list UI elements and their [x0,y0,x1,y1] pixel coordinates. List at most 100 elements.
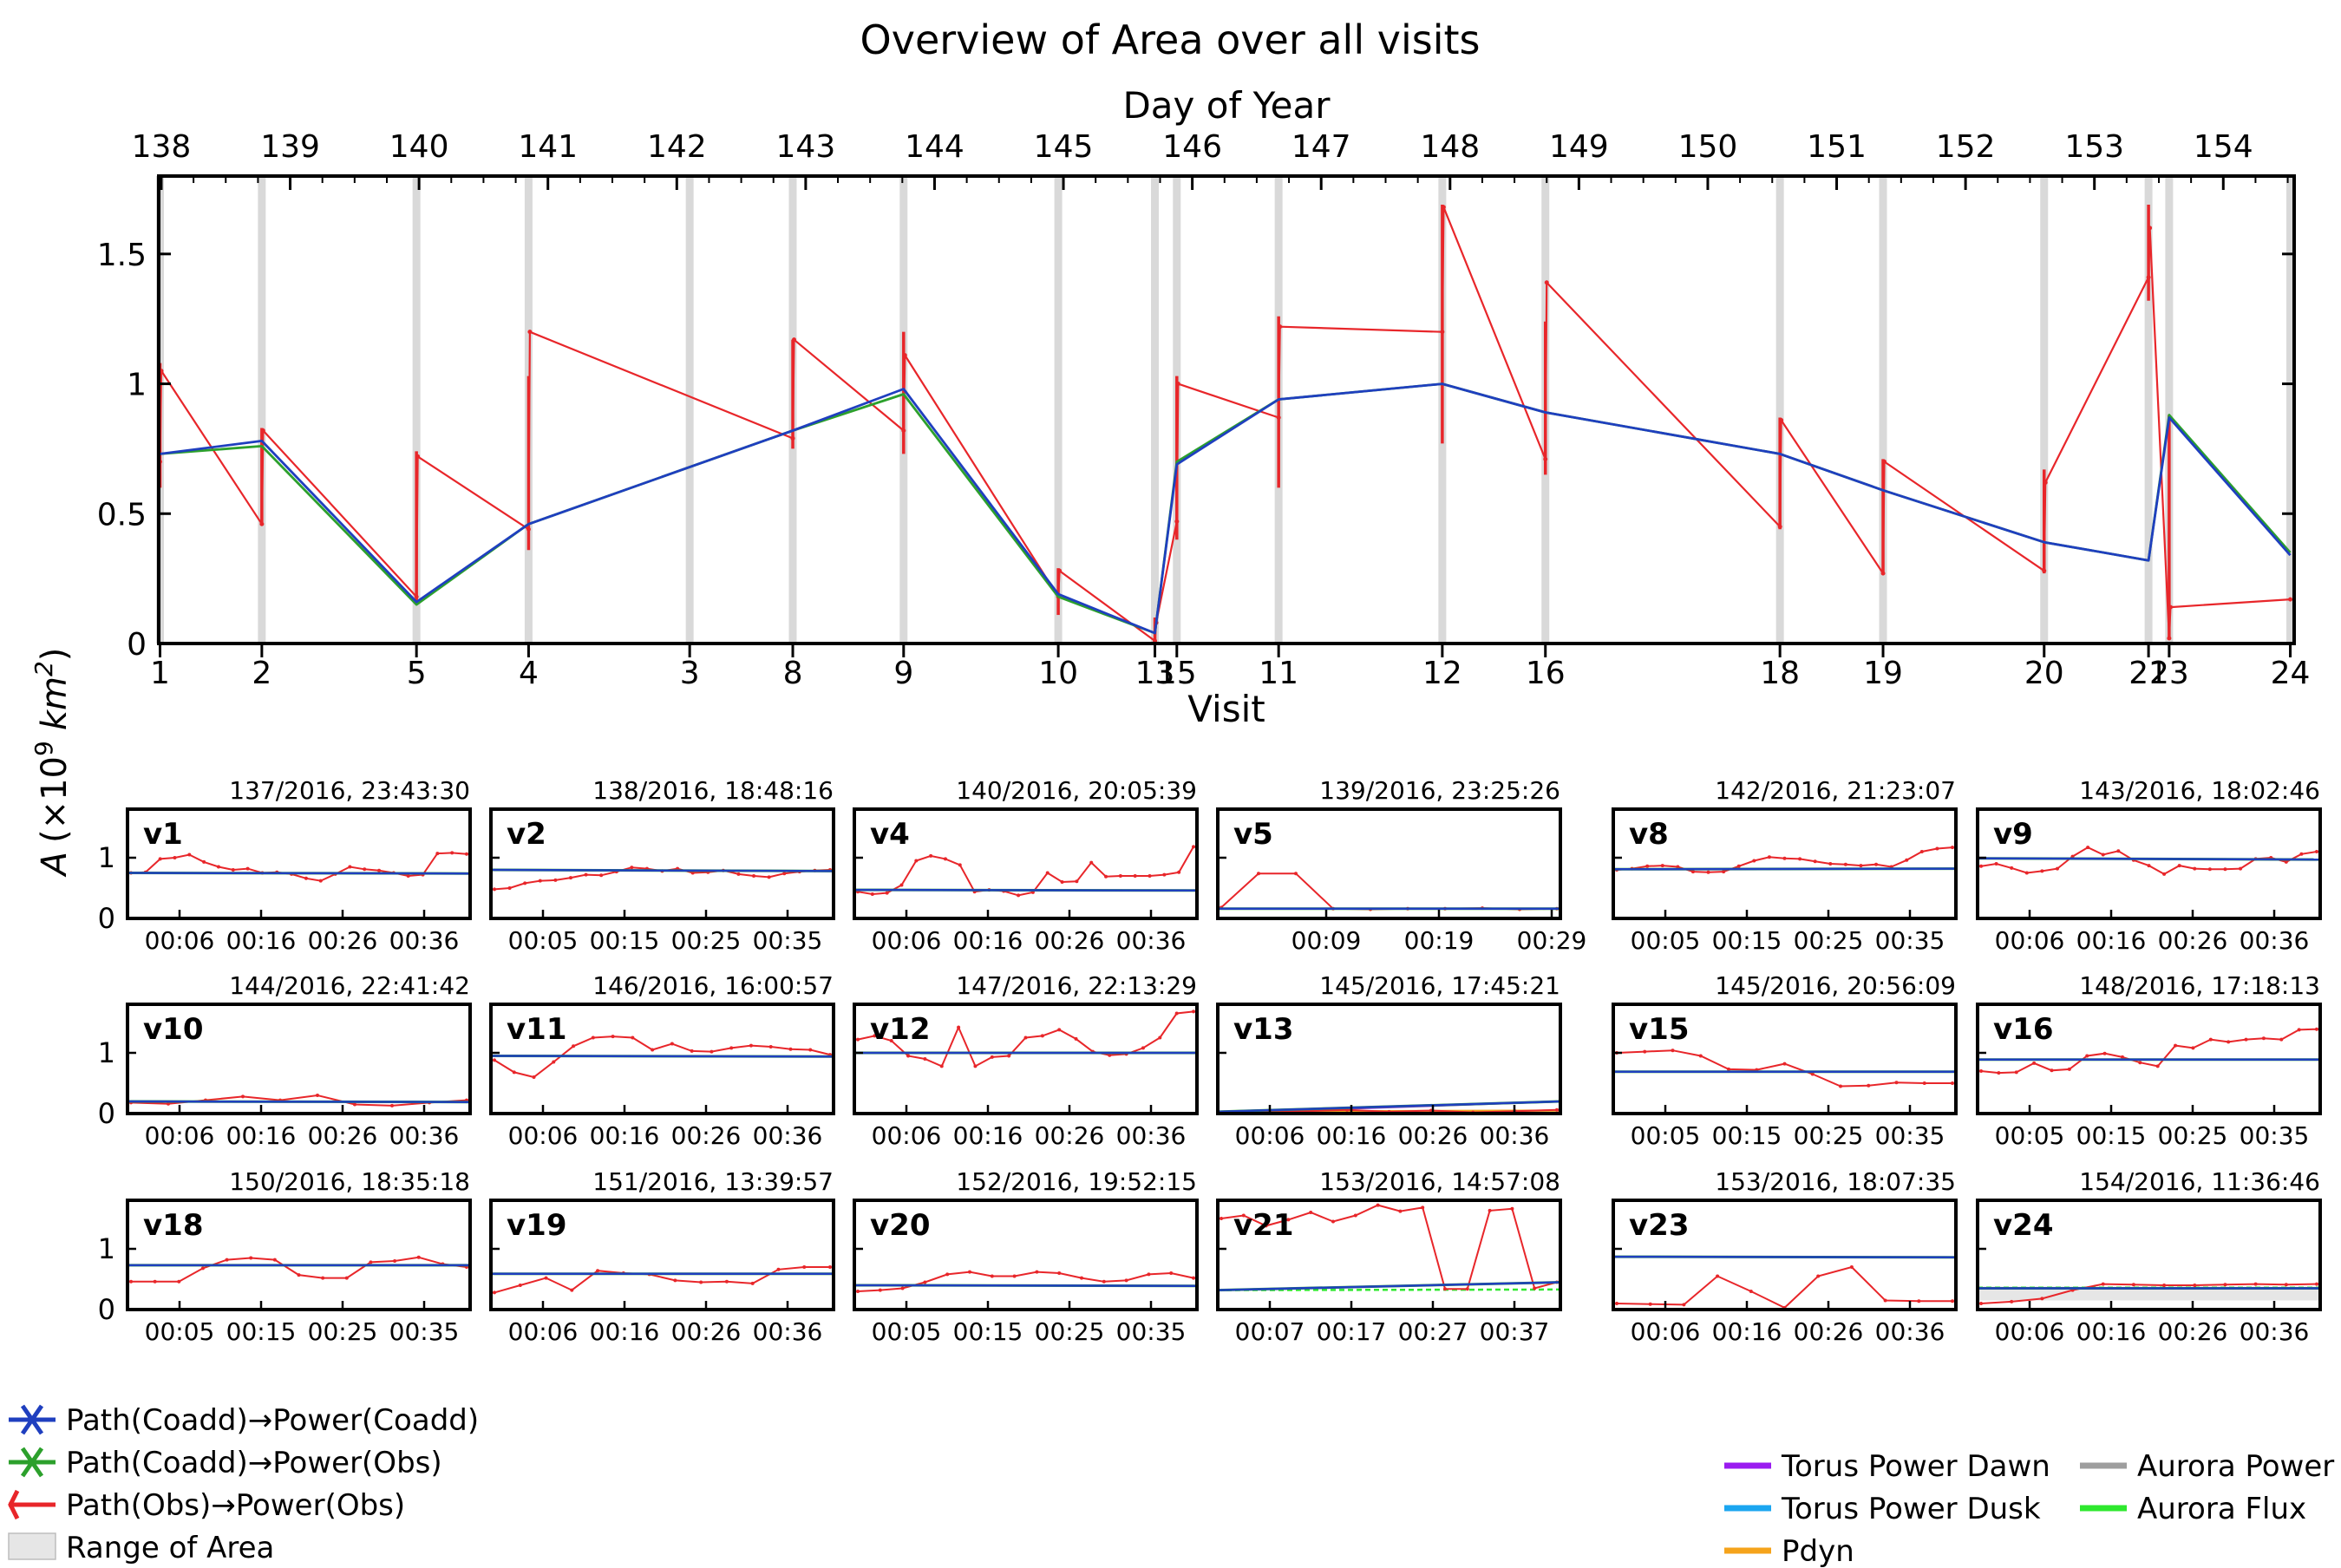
panel-obs-point [1060,880,1064,884]
panel-obs-point [1376,1203,1380,1207]
main-plot-frame [157,174,2296,645]
series-point [1544,280,1549,285]
panel-x-tick-label: 00:06 [1995,926,2065,955]
panel-coadd-line [1217,1100,1561,1114]
panel-v18: v18 150/2016, 18:35:18 00:05 00:15 00:25 00:3… [98,1167,472,1346]
series-point [2043,480,2048,485]
panel-obs-point [1012,1274,1017,1278]
panel-obs-point [2162,872,2167,876]
panel-v24: v24 154/2016, 11:36:46 00:06 00:16 00:26 00:3… [1976,1167,2322,1346]
panel-label: v20 [870,1208,930,1243]
panel-label: v10 [143,1012,203,1047]
panel-obs-point [630,866,634,870]
panel-timestamp: 151/2016, 13:39:57 [592,1167,834,1196]
top-tick-label: 153 [2064,129,2124,165]
legend-item-aurora_power: Aurora Power [2080,1449,2334,1484]
series-point [1777,524,1782,529]
series-point [260,428,265,433]
panel-x-tick-label: 00:16 [953,1121,1023,1150]
panel-obs-point [2191,1046,2195,1050]
panel-frame [853,1199,1199,1311]
panel-frame [126,1003,472,1115]
visit-tick-label: 21 [2128,656,2168,691]
panel-label: v23 [1629,1208,1689,1243]
panel-x-tick-label: 00:36 [389,926,460,955]
panel-obs-point [1813,859,1817,864]
panel-obs-point [856,1037,860,1042]
panel-coadd-line [127,872,471,875]
panel-obs-point [2315,1027,2318,1031]
legend-item-obs_obs: Path(Obs)→Power(Obs) [8,1488,405,1523]
panel-v1: v1 137/2016, 23:43:30 00:06 00:16 00:26 00:36… [98,776,472,955]
panel-obs-point [1220,1217,1223,1220]
panel-obs-point [167,1101,170,1106]
panel-label: v15 [1629,1012,1689,1047]
panel-obs-point [2284,1283,2288,1287]
panel-frame [489,1003,835,1115]
panel-x-tick-label: 00:25 [671,926,742,955]
panel-x-tick-label: 00:25 [1035,1317,1105,1346]
panel-obs-point [241,1094,245,1099]
panel-obs-point [1706,870,1710,874]
panel-label: v13 [1233,1012,1293,1047]
panel-timestamp: 153/2016, 18:07:35 [1715,1167,1956,1196]
y-tick-label: 0 [127,627,147,663]
visit-panels: v1 137/2016, 23:43:30 00:06 00:16 00:26 00:36… [98,776,2322,1346]
panel-x-tick-label: 00:26 [308,926,378,955]
panel-x-tick-label: 00:16 [2076,1317,2147,1346]
panel-obs-point [1294,872,1298,876]
panel-timestamp: 152/2016, 19:52:15 [956,1167,1197,1196]
legend-paths: Path(Coadd)→Power(Coadd) Path(Coadd)→Powe… [8,1403,479,1565]
panel-obs-point [416,1255,421,1259]
panel-obs-point [990,1274,994,1278]
panel-frame [1976,1199,2322,1311]
panel-obs-point [1727,1067,1730,1071]
panel-obs-point [450,851,454,855]
panel-x-tick-label: 00:05 [1631,1121,1701,1150]
panel-obs-point [245,866,250,871]
panel-obs-point [2067,1067,2071,1071]
panel-obs-point [2014,1070,2018,1075]
panel-obs-point [973,1064,978,1068]
panel-obs-point [2279,1037,2284,1042]
panel-obs-point [129,1279,133,1284]
panel-obs-point [304,876,308,880]
panel-obs-point [2032,1061,2037,1065]
series-line-obs_obs [159,206,2291,643]
panel-obs-point [2010,866,2014,870]
panel-obs-point [2261,1036,2266,1041]
panel-frame [489,807,835,920]
panel-v5: v5 139/2016, 23:25:26 00:09 00:19 00:29 [1216,776,1586,955]
panel-x-tick-label: 00:26 [1035,926,1105,955]
y-tick-label: 0.5 [97,497,147,532]
panel-obs-point [776,1267,781,1271]
panel-obs-point [736,872,741,876]
panel-obs-point [596,1269,600,1273]
panel-obs-point [2050,1068,2054,1073]
panel-frame [1976,1003,2322,1115]
panel-label: v9 [1993,817,2033,852]
panel-x-tick-label: 00:19 [1404,926,1475,955]
panel-obs-point [553,878,558,882]
panel-v13: v13 145/2016, 17:45:21 00:06 00:16 00:26 00:3… [1216,971,1562,1150]
panel-obs-point [572,1044,576,1049]
panel-obs-point [1148,874,1152,878]
panel-x-tick-label: 00:25 [1794,1121,1864,1150]
series-point [790,435,795,441]
panel-x-tick-label: 00:16 [590,1121,660,1150]
top-tick-label: 151 [1807,129,1867,165]
panel-obs-point [808,1048,813,1052]
panel-obs-point [1698,1054,1703,1058]
panel-obs-point [1648,1302,1652,1306]
panel-obs-point [1080,1276,1083,1280]
panel-x-tick-label: 00:16 [953,926,1023,955]
panel-obs-point [393,1259,397,1263]
series-point [1174,519,1180,524]
panel-obs-point [544,1276,548,1280]
panel-obs-point [957,1025,961,1029]
legend-swatch-arrow [20,1458,44,1478]
panel-obs-point [599,873,604,878]
panel-obs-point [1682,1303,1686,1307]
panel-y-tick-label: 0 [98,902,115,935]
panel-label: v5 [1233,817,1273,852]
